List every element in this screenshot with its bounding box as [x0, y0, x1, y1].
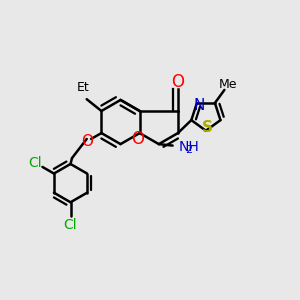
Text: O: O — [81, 134, 93, 149]
Text: N: N — [194, 98, 205, 113]
Text: 2: 2 — [185, 145, 192, 155]
Text: NH: NH — [178, 140, 199, 154]
Text: Et: Et — [77, 81, 90, 94]
Text: O: O — [171, 74, 184, 92]
Text: Me: Me — [219, 78, 238, 91]
Text: Cl: Cl — [64, 218, 77, 232]
Text: Cl: Cl — [28, 155, 42, 170]
Text: O: O — [131, 130, 144, 148]
Text: S: S — [202, 120, 213, 135]
